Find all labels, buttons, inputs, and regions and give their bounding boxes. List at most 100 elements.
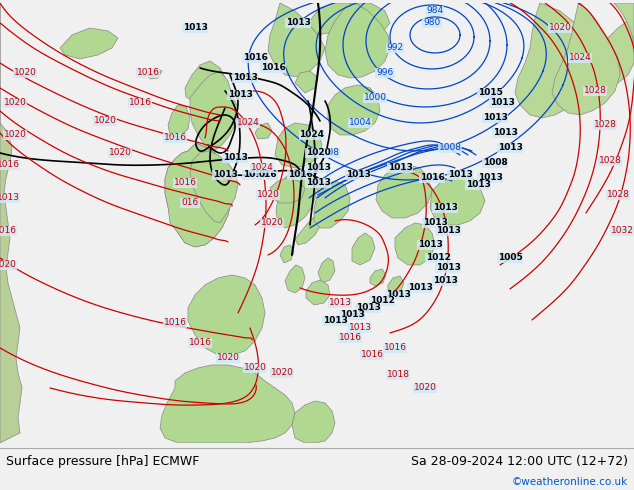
Polygon shape — [614, 3, 634, 43]
Text: 1020: 1020 — [217, 353, 240, 363]
Text: 1013: 1013 — [349, 323, 372, 332]
Text: 1008: 1008 — [482, 158, 507, 168]
Polygon shape — [350, 3, 390, 35]
Polygon shape — [595, 18, 634, 85]
Polygon shape — [515, 3, 595, 118]
Polygon shape — [280, 245, 294, 263]
Text: 1012: 1012 — [425, 253, 450, 263]
Polygon shape — [318, 258, 335, 283]
Text: 1013: 1013 — [356, 303, 380, 313]
Text: 1016: 1016 — [261, 63, 285, 73]
Text: 1013: 1013 — [498, 144, 522, 152]
Text: 1013: 1013 — [0, 194, 20, 202]
Text: 1016: 1016 — [288, 171, 313, 179]
Polygon shape — [328, 85, 380, 135]
Text: 1016: 1016 — [164, 133, 186, 143]
Text: 1013: 1013 — [385, 291, 410, 299]
Polygon shape — [0, 3, 22, 443]
Text: 1013: 1013 — [223, 153, 247, 163]
Text: 1013: 1013 — [436, 226, 460, 236]
Text: 1020: 1020 — [548, 24, 571, 32]
Text: 1016: 1016 — [188, 339, 212, 347]
Text: 1016: 1016 — [339, 334, 361, 343]
Polygon shape — [314, 181, 350, 228]
Text: 1016: 1016 — [0, 160, 20, 170]
Polygon shape — [308, 3, 360, 35]
Text: 1013: 1013 — [423, 219, 448, 227]
Text: 1013: 1013 — [482, 114, 507, 122]
Text: 1004: 1004 — [349, 119, 372, 127]
Text: 1032: 1032 — [611, 226, 633, 236]
Polygon shape — [325, 3, 390, 78]
Text: 1016: 1016 — [0, 226, 16, 236]
Polygon shape — [295, 71, 318, 93]
Text: 1013: 1013 — [477, 173, 502, 182]
Text: 1016: 1016 — [129, 98, 152, 107]
Polygon shape — [165, 143, 232, 247]
Polygon shape — [185, 61, 225, 103]
Text: 1020: 1020 — [271, 368, 294, 377]
Polygon shape — [160, 365, 295, 443]
Polygon shape — [395, 223, 435, 265]
Text: 1020: 1020 — [243, 364, 266, 372]
Text: 1013: 1013 — [183, 24, 207, 32]
Text: 1020: 1020 — [13, 69, 36, 77]
Polygon shape — [148, 68, 162, 79]
Text: 980: 980 — [424, 19, 441, 27]
Text: 1020: 1020 — [306, 148, 330, 157]
Polygon shape — [275, 123, 322, 168]
Text: 1028: 1028 — [598, 156, 621, 166]
Text: 1013: 1013 — [432, 276, 458, 286]
Text: 1024: 1024 — [569, 53, 592, 62]
Text: 1013: 1013 — [493, 128, 517, 138]
Text: 1016: 1016 — [136, 69, 160, 77]
Text: 1013: 1013 — [306, 178, 330, 188]
Polygon shape — [255, 123, 272, 139]
Polygon shape — [388, 276, 404, 294]
Text: 1000: 1000 — [363, 94, 387, 102]
Text: 1020: 1020 — [261, 219, 283, 227]
Polygon shape — [190, 71, 238, 151]
Text: 1008: 1008 — [439, 144, 462, 152]
Polygon shape — [552, 3, 620, 115]
Text: 1013: 1013 — [328, 298, 351, 307]
Polygon shape — [430, 175, 485, 225]
Text: 984: 984 — [427, 6, 444, 16]
Text: 016: 016 — [259, 171, 277, 179]
Text: 1013: 1013 — [212, 171, 238, 179]
Text: 1020: 1020 — [257, 191, 280, 199]
Text: 1018: 1018 — [387, 370, 410, 379]
Polygon shape — [190, 151, 238, 223]
Text: 1013: 1013 — [233, 74, 257, 82]
Text: 1013: 1013 — [418, 241, 443, 249]
Text: ©weatheronline.co.uk: ©weatheronline.co.uk — [512, 477, 628, 487]
Text: 1020: 1020 — [108, 148, 131, 157]
Polygon shape — [285, 265, 305, 293]
Text: 1024: 1024 — [299, 130, 325, 140]
Text: 1013: 1013 — [228, 91, 252, 99]
Text: 1028: 1028 — [607, 191, 630, 199]
Text: 1015: 1015 — [477, 89, 502, 98]
Polygon shape — [60, 28, 118, 59]
Text: 1028: 1028 — [593, 121, 616, 129]
Text: 1028: 1028 — [583, 86, 607, 96]
Text: 1024: 1024 — [236, 119, 259, 127]
Text: 1013: 1013 — [323, 317, 347, 325]
Text: 1016: 1016 — [174, 178, 197, 188]
Text: 1013: 1013 — [489, 98, 514, 107]
Text: 992: 992 — [387, 44, 404, 52]
Polygon shape — [376, 165, 432, 218]
Text: 1013: 1013 — [436, 264, 460, 272]
Polygon shape — [292, 401, 335, 443]
Text: 1013: 1013 — [285, 19, 311, 27]
Text: 1016: 1016 — [243, 53, 268, 62]
Polygon shape — [268, 3, 325, 77]
Text: 1016: 1016 — [361, 350, 384, 360]
Text: 1016: 1016 — [243, 171, 268, 179]
Text: 1013: 1013 — [340, 311, 365, 319]
Text: Sa 28-09-2024 12:00 UTC (12+72): Sa 28-09-2024 12:00 UTC (12+72) — [411, 455, 628, 468]
Text: 1020: 1020 — [94, 117, 117, 125]
Text: 1013: 1013 — [432, 203, 458, 213]
Text: Surface pressure [hPa] ECMWF: Surface pressure [hPa] ECMWF — [6, 455, 200, 468]
Text: 1016: 1016 — [420, 173, 444, 182]
